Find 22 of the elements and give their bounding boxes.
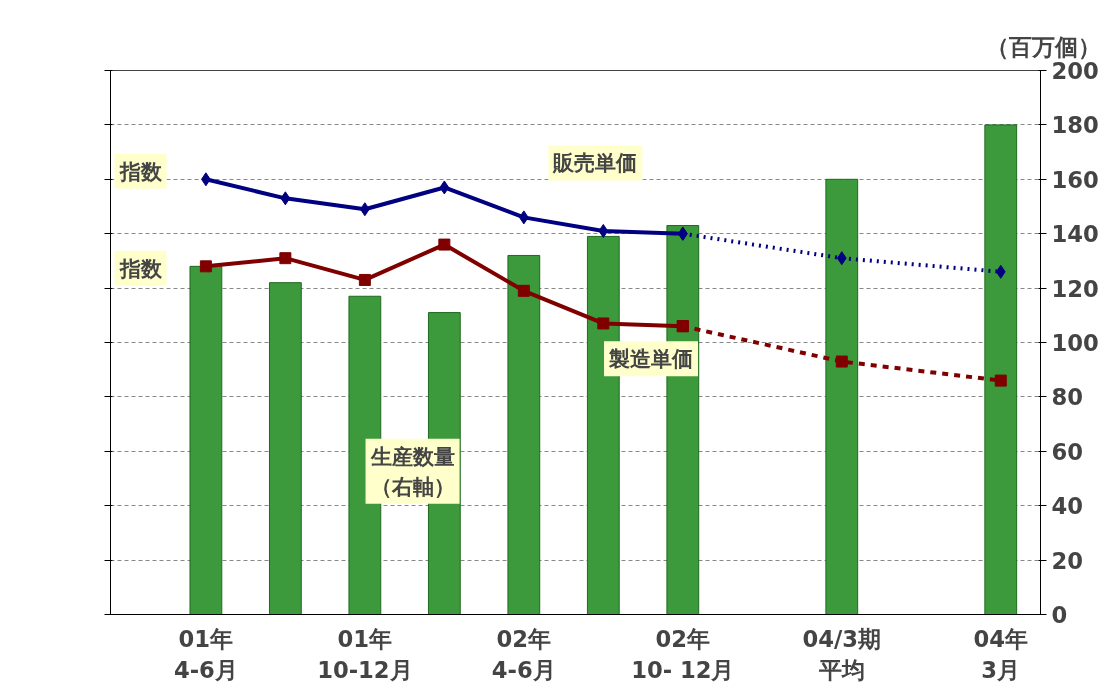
y-axis-title: （百万個）: [985, 33, 1101, 60]
x-tick-label: 04/3期平均: [802, 625, 882, 683]
y-tick-label: 20: [1051, 547, 1084, 574]
x-tick-label: 04年3月: [973, 625, 1029, 683]
text: 販売単価: [552, 150, 638, 176]
y-tick-label: 120: [1051, 275, 1099, 302]
y-tick-label: 100: [1051, 330, 1099, 356]
y-tick-label: 40: [1051, 493, 1084, 520]
y-tick-label: 180: [1051, 112, 1099, 139]
x-tick-label: 01年10-12月: [317, 625, 413, 683]
y-tick-label: 80: [1051, 384, 1084, 411]
annotation: 指数: [118, 158, 163, 184]
y-tick-label: 160: [1051, 166, 1099, 193]
y-tick-label: 60: [1051, 438, 1084, 465]
x-tick-label: 02年10- 12月: [631, 625, 735, 683]
y-tick-label: 140: [1051, 221, 1099, 248]
series-label: 製造単価: [608, 346, 694, 372]
x-tick-label: 01年4-6月: [173, 625, 238, 683]
x-tick-label: 02年4-6月: [491, 625, 556, 683]
annotation: 指数: [118, 255, 163, 281]
series-label: 生産数量（右軸）: [369, 443, 455, 499]
y-tick-label: 0: [1051, 602, 1068, 628]
